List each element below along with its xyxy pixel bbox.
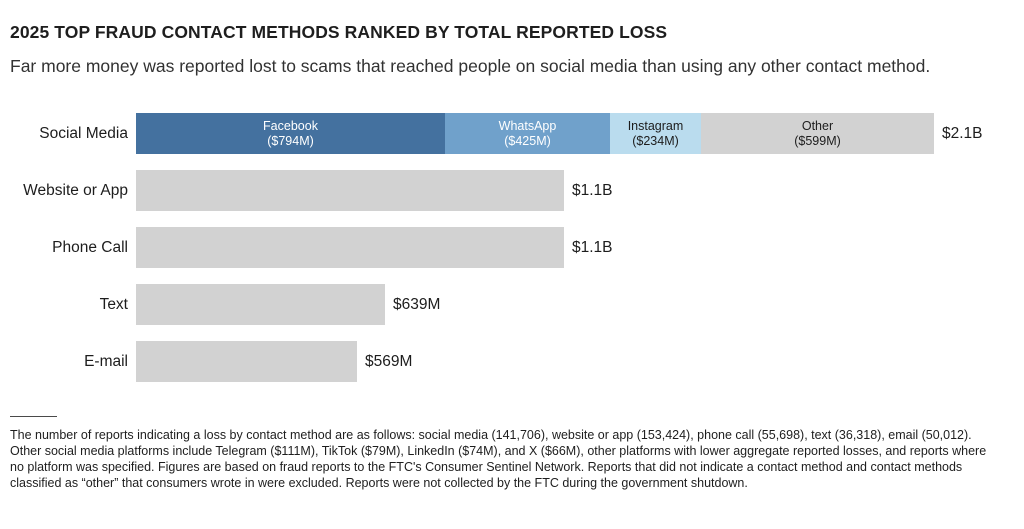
total-value-label: $1.1B [572, 238, 613, 256]
category-label: E-mail [84, 352, 128, 370]
footnote-divider [10, 416, 57, 417]
segment-name: Other [801, 118, 834, 133]
segment-name: Instagram [627, 118, 684, 133]
footnote-line: The number of reports indicating a loss … [10, 428, 972, 442]
bar-segment [136, 284, 385, 325]
bar-segment-other: Other ($599M) [701, 113, 934, 154]
bar: $1.1B [136, 170, 613, 211]
bar-segment-instagram: Instagram ($234M) [610, 113, 701, 154]
category-label: Website or App [23, 181, 128, 199]
footnote-line: Other social media platforms include Tel… [10, 444, 987, 458]
segment-value: ($599M) [794, 133, 841, 148]
category-label: Text [99, 295, 128, 313]
bar-chart: Social Media Facebook ($794M) WhatsApp ($425… [0, 113, 1024, 382]
footnote: The number of reports indicating a loss … [10, 427, 1010, 491]
segment-value: ($794M) [267, 133, 314, 148]
bar-row: Phone Call $1.1B [0, 227, 1024, 268]
bar-segment-facebook: Facebook ($794M) [136, 113, 445, 154]
chart-subtitle: Far more money was reported lost to scam… [10, 56, 931, 76]
chart-title: 2025 TOP FRAUD CONTACT METHODS RANKED BY… [10, 22, 668, 42]
bar: Facebook ($794M) WhatsApp ($425M) Instagram(… [136, 113, 983, 154]
total-value-label: $1.1B [572, 181, 613, 199]
bar-segment [136, 170, 564, 211]
bar-segment [136, 227, 564, 268]
bar-segment [136, 341, 357, 382]
fraud-loss-chart-page: 2025 TOP FRAUD CONTACT METHODS RANKED BY… [0, 21, 1024, 529]
bar-segment-whatsapp: WhatsApp ($425M) [445, 113, 610, 154]
total-value-label: $569M [365, 352, 413, 370]
footnote-line: classified as “other” that consumers wro… [10, 476, 748, 490]
segment-name: Facebook [263, 118, 318, 133]
segment-name: WhatsApp [498, 118, 557, 133]
bar-row: Social Media Facebook ($794M) WhatsApp ($425… [0, 113, 1024, 154]
category-label: Phone Call [52, 238, 128, 256]
bar-row: E-mail $569M [0, 341, 1024, 382]
segment-value: ($234M) [632, 133, 679, 148]
bar-row: Text $639M [0, 284, 1024, 325]
total-value-label: $2.1B [942, 124, 983, 142]
bar: $569M [136, 341, 412, 382]
total-value-label: $639M [393, 295, 441, 313]
bar: $1.1B [136, 227, 613, 268]
footnote-line: no platform was specified. Figures are b… [10, 460, 963, 474]
bar-row: Website or App $1.1B [0, 170, 1024, 211]
bar: $639M [136, 284, 440, 325]
segment-value: ($425M) [504, 133, 551, 148]
category-label: Social Media [39, 124, 128, 142]
